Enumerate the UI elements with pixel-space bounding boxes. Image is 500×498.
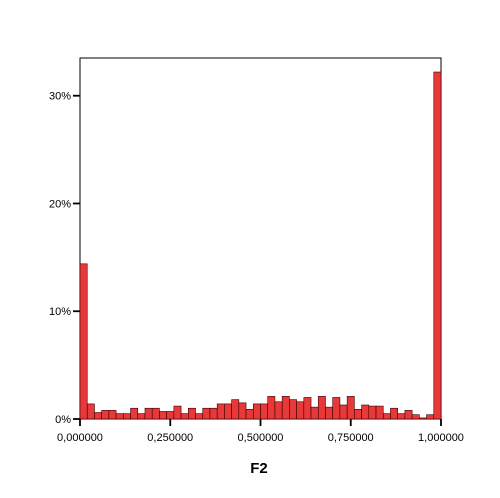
histogram-bar bbox=[267, 396, 276, 420]
histogram-bar bbox=[216, 403, 225, 420]
histogram-bar bbox=[209, 407, 218, 420]
histogram-bar bbox=[339, 404, 348, 420]
histogram-bar bbox=[79, 263, 88, 420]
x-axis: 0,000000 0,250000 0,500000 0,750000 1,000000 bbox=[57, 419, 464, 444]
histogram-bar bbox=[202, 407, 211, 420]
histogram-bar bbox=[188, 407, 196, 420]
histogram-bar bbox=[130, 407, 139, 420]
histogram-bar bbox=[238, 402, 247, 420]
histogram-bar bbox=[310, 406, 319, 420]
histogram-bar bbox=[296, 401, 305, 420]
y-axis: 0% 10% 20% 30% bbox=[49, 91, 80, 426]
histogram-bar bbox=[137, 413, 146, 420]
histogram-bar bbox=[354, 408, 362, 420]
y-tick-label: 30% bbox=[49, 91, 71, 103]
x-tick-label: 0,750000 bbox=[328, 432, 374, 444]
y-tick-label: 10% bbox=[49, 306, 71, 318]
histogram-bar bbox=[390, 407, 398, 420]
histogram-bar bbox=[108, 410, 117, 420]
histogram-bar bbox=[123, 413, 131, 420]
histogram-bar bbox=[173, 405, 182, 420]
histogram-bar bbox=[368, 405, 377, 420]
x-tick-label: 0,250000 bbox=[147, 432, 193, 444]
histogram-bar bbox=[224, 403, 232, 420]
histogram-bar bbox=[404, 410, 413, 420]
histogram-bar bbox=[245, 408, 254, 420]
histogram-bar bbox=[317, 396, 326, 420]
histogram-bar bbox=[101, 410, 110, 420]
histogram-bar bbox=[144, 407, 153, 420]
bars-group bbox=[79, 71, 442, 420]
histogram-bar bbox=[195, 413, 204, 420]
histogram-bar bbox=[397, 413, 406, 420]
histogram-bar bbox=[426, 414, 435, 420]
y-tick-label: 20% bbox=[49, 198, 71, 210]
x-tick-label: 1,000000 bbox=[418, 432, 464, 444]
histogram-bar bbox=[303, 397, 312, 420]
histogram-bar bbox=[86, 403, 95, 420]
plot-frame bbox=[79, 57, 442, 420]
histogram-bar bbox=[382, 413, 391, 420]
histogram-bar bbox=[289, 399, 297, 420]
histogram-bar bbox=[411, 414, 420, 420]
histogram-bar bbox=[180, 413, 189, 420]
histogram-bar bbox=[361, 404, 370, 420]
x-tick-label: 0,000000 bbox=[57, 432, 103, 444]
histogram-bar bbox=[281, 396, 290, 420]
histogram-bar bbox=[231, 399, 240, 420]
histogram-bar bbox=[346, 396, 355, 420]
y-tick-label: 0% bbox=[55, 414, 71, 426]
histogram-bar bbox=[252, 403, 261, 420]
histogram-bar bbox=[159, 411, 167, 420]
histogram-bar bbox=[332, 397, 341, 420]
histogram-bar bbox=[274, 401, 283, 420]
histogram-bar bbox=[115, 413, 124, 420]
histogram-bar bbox=[325, 406, 334, 420]
histogram-bar bbox=[151, 407, 160, 420]
histogram-bar bbox=[166, 411, 175, 420]
histogram-bar bbox=[433, 71, 442, 420]
histogram-bar bbox=[94, 412, 102, 420]
x-axis-label: F2 bbox=[250, 460, 268, 477]
histogram-bar bbox=[375, 405, 384, 420]
histogram-bar bbox=[260, 403, 269, 420]
x-tick-label: 0,500000 bbox=[238, 432, 284, 444]
histogram-bar bbox=[419, 417, 427, 420]
